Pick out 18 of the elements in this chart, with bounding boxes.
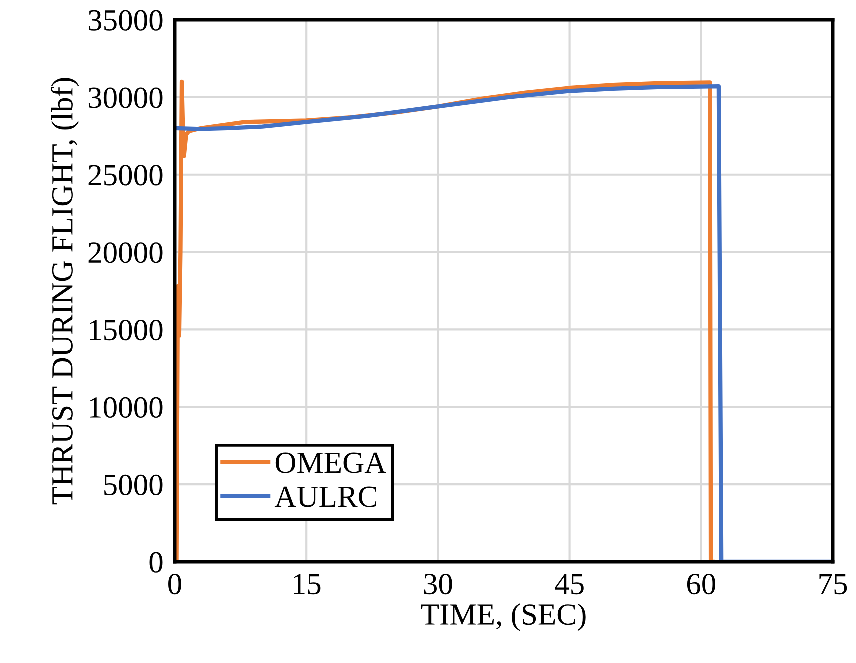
x-tick-label: 15 [294, 574, 321, 595]
y-tick-label: 30000 [88, 88, 163, 108]
legend-label: AULRC [274, 486, 377, 508]
x-tick-label: 60 [687, 574, 716, 595]
x-tick-label: 30 [424, 574, 452, 595]
y-tick-label: 20000 [88, 242, 163, 264]
y-tick-label: 25000 [88, 165, 163, 186]
x-tick-label: 75 [820, 574, 848, 595]
y-tick-label: 5000 [104, 474, 163, 496]
x-tick-label: 45 [555, 574, 584, 595]
y-tick-label: 0 [150, 552, 163, 573]
legend-label: OMEGA [276, 452, 386, 474]
x-tick-label: 0 [168, 574, 182, 595]
y-tick-label: 35000 [88, 10, 163, 31]
y-axis-title: THRUST DURING FLIGHT, (lbf) [51, 78, 80, 505]
y-tick-label: 10000 [90, 397, 163, 418]
y-tick-label: 15000 [90, 320, 163, 341]
x-axis-title: TIME, (SEC) [421, 604, 586, 632]
